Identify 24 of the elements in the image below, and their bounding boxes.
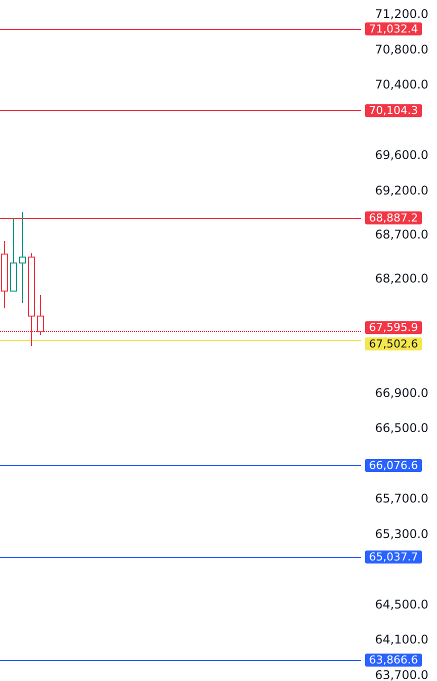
candlestick [10, 218, 17, 292]
ref-line-label: 68,887.2 [369, 211, 418, 224]
ref-line-label: 63,866.6 [369, 654, 418, 667]
y-tick-label: 70,400.0 [375, 78, 428, 92]
y-tick-label: 66,500.0 [375, 421, 428, 436]
candlestick [19, 212, 26, 304]
y-tick-label: 68,700.0 [375, 227, 428, 242]
y-tick-label: 65,700.0 [375, 492, 428, 506]
ref-line-label: 67,595.9 [369, 321, 418, 334]
y-tick-label: 69,200.0 [375, 183, 428, 198]
ref-line-label: 71,032.4 [369, 22, 418, 36]
y-tick-label: 63,700.0 [375, 668, 428, 681]
y-tick-label: 71,200.0 [375, 7, 428, 22]
y-tick-label: 68,200.0 [375, 271, 428, 286]
y-tick-label: 69,600.0 [375, 148, 428, 162]
y-tick-label: 66,900.0 [375, 386, 428, 400]
ref-line-label: 66,076.6 [369, 458, 418, 472]
ref-line-label: 67,502.6 [369, 337, 418, 350]
ref-line-label: 65,037.7 [369, 550, 418, 564]
y-tick-label: 64,500.0 [375, 597, 428, 612]
y-tick-label: 70,800.0 [375, 42, 428, 56]
y-tick-label: 64,100.0 [375, 632, 428, 647]
ref-line-label: 70,104.3 [369, 104, 418, 118]
y-tick-label: 65,300.0 [375, 526, 428, 541]
